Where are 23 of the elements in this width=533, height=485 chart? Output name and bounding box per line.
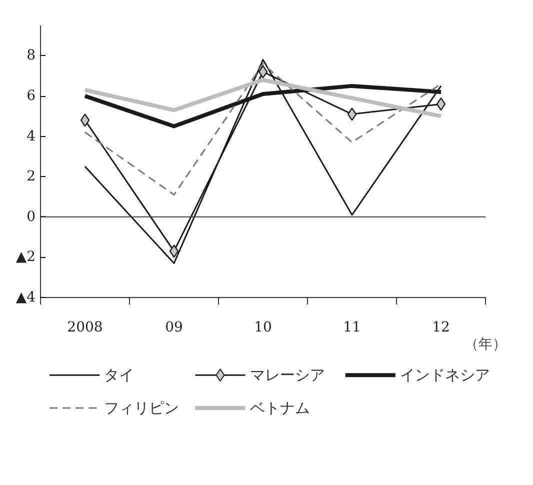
point bbox=[347, 108, 357, 121]
x-axis-title: （年） bbox=[464, 336, 506, 352]
x-tick-label: 12 bbox=[432, 320, 450, 336]
y-tick-label: ▲4 bbox=[16, 290, 36, 306]
y-tick-label: 6 bbox=[26, 88, 36, 104]
y-tick-label: 0 bbox=[26, 208, 36, 225]
legend-label: マレーシア bbox=[250, 366, 325, 384]
y-tick-label: 2 bbox=[26, 168, 36, 185]
legend-label: タイ bbox=[104, 366, 134, 384]
legend-label: フィリピン bbox=[104, 399, 180, 417]
point bbox=[436, 97, 446, 111]
x-tick-label: 11 bbox=[343, 320, 361, 336]
y-tick-label: 8 bbox=[26, 48, 36, 64]
y-tick-label: 4 bbox=[26, 128, 36, 144]
point bbox=[80, 114, 90, 127]
x-tick-label: 2008 bbox=[67, 320, 103, 336]
x-tick-label: 10 bbox=[254, 320, 272, 336]
point bbox=[258, 65, 268, 78]
legend-label: ベトナム bbox=[250, 399, 310, 417]
y-tick-label: ▲2 bbox=[16, 249, 36, 266]
legend-label: インドネシア bbox=[400, 366, 490, 384]
point bbox=[169, 244, 179, 258]
x-tick-label: 09 bbox=[165, 320, 183, 336]
